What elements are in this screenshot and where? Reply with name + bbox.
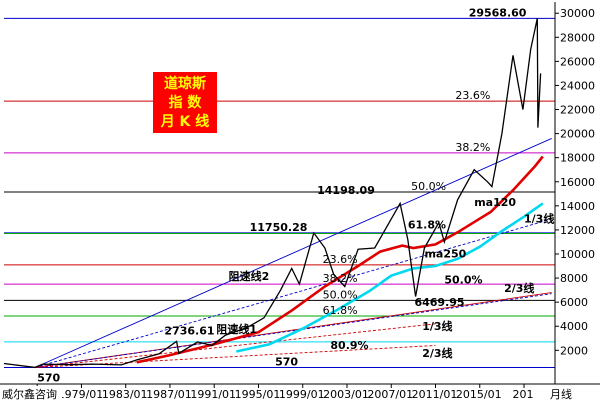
level-label-1: 23.6% bbox=[455, 89, 490, 102]
ma120-line bbox=[136, 155, 544, 364]
level-label-3: 50.0% bbox=[411, 180, 446, 193]
y-tick-label-5: 12000 bbox=[560, 224, 595, 237]
level-label-9: 61.8% bbox=[323, 304, 358, 317]
trend-line-0 bbox=[34, 138, 552, 368]
level-label-0: 29568.60 bbox=[469, 6, 527, 19]
x-tick-label-1: 1979/01 bbox=[58, 388, 104, 400]
x-tick-label-5: 1995/01 bbox=[235, 388, 281, 400]
price-layer bbox=[3, 18, 542, 369]
trend-label-3: 2/3线 bbox=[504, 281, 534, 295]
y-tick-label-7: 16000 bbox=[560, 176, 595, 189]
x-tick-label-2: 1983/01 bbox=[102, 388, 148, 400]
level-label-7: 38.2% bbox=[323, 272, 358, 285]
y-tick-label-8: 18000 bbox=[560, 152, 595, 165]
y-tick-label-1: 4000 bbox=[560, 320, 588, 333]
annotation-4: 61.8% bbox=[408, 219, 446, 232]
level-label-11: 570 bbox=[275, 356, 298, 369]
trend-label-0: 阻速线2 bbox=[229, 269, 270, 283]
trend-line-4 bbox=[34, 323, 436, 368]
trend-line-3 bbox=[34, 293, 552, 368]
title-line-2: 指 数 bbox=[168, 95, 202, 111]
x-tick-label-9: 2011/01 bbox=[412, 388, 458, 400]
y-tick-label-11: 24000 bbox=[560, 79, 595, 92]
x-tick-label-7: 2003/01 bbox=[323, 388, 369, 400]
x-tick-label-8: 2007/01 bbox=[367, 388, 413, 400]
title-line-1: 道琼斯 bbox=[164, 76, 206, 92]
price-line bbox=[3, 18, 542, 369]
trend-label-4: 1/3线 bbox=[422, 319, 452, 333]
annotation-2: 2736.61 bbox=[164, 325, 214, 338]
trend-line-2 bbox=[34, 218, 552, 368]
x-tick-label-6: 1999/01 bbox=[279, 388, 325, 400]
trend-label-1: 阻速线1 bbox=[216, 322, 257, 336]
y-tick-label-2: 6000 bbox=[560, 296, 588, 309]
annotation-0: 14198.09 bbox=[317, 184, 375, 197]
annotation-6: 80.9% bbox=[330, 339, 368, 352]
source-bg bbox=[0, 386, 62, 400]
y-tick-label-9: 20000 bbox=[560, 128, 595, 141]
title-line-3: 月 K 线 bbox=[160, 114, 210, 130]
annotation-1: 6469.95 bbox=[414, 296, 464, 309]
y-tick-label-4: 10000 bbox=[560, 248, 595, 261]
y-tick-label-6: 14000 bbox=[560, 200, 595, 213]
y-tick-label-14: 30000 bbox=[560, 7, 595, 20]
level-label-4: 11750.28 bbox=[250, 221, 308, 234]
ma250-line bbox=[236, 202, 544, 353]
x-tick-label-3: 1987/01 bbox=[146, 388, 192, 400]
x-tick-label-11: 201 bbox=[513, 388, 534, 400]
y-tick-label-10: 22000 bbox=[560, 104, 595, 117]
y-tick-label-12: 26000 bbox=[560, 55, 595, 68]
labels-layer: 29568.60 23.6% 38.2% 50.0% 11750.28 23.6% 38.2… bbox=[37, 6, 554, 384]
x-tick-label-4: 1991/01 bbox=[190, 388, 236, 400]
x-tick-label-10: 2015/01 bbox=[456, 388, 502, 400]
chart-title-box: 道琼斯 指 数 月 K 线 bbox=[153, 72, 217, 133]
level-label-8: 50.0% bbox=[323, 288, 358, 301]
trend-label-5: 2/3线 bbox=[422, 346, 452, 360]
x-unit-label: 月线 bbox=[550, 387, 572, 400]
source-label: 威尔鑫咨询 bbox=[2, 387, 57, 400]
annotation-8: ma250 bbox=[424, 248, 466, 261]
level-label-6: 23.6% bbox=[323, 253, 358, 266]
unit-bg bbox=[548, 386, 578, 400]
annotation-3: 570 bbox=[37, 372, 60, 385]
annotation-7: ma120 bbox=[474, 196, 516, 209]
moving-averages-layer bbox=[136, 155, 544, 364]
trend-label-2: 1/3线 bbox=[524, 212, 554, 226]
annotation-5: 50.0% bbox=[444, 273, 482, 286]
level-label-2: 38.2% bbox=[455, 141, 490, 154]
y-tick-label-3: 8000 bbox=[560, 272, 588, 285]
levels-layer bbox=[4, 17, 555, 369]
y-tick-label-0: 2000 bbox=[560, 344, 588, 357]
y-tick-label-13: 28000 bbox=[560, 31, 595, 44]
